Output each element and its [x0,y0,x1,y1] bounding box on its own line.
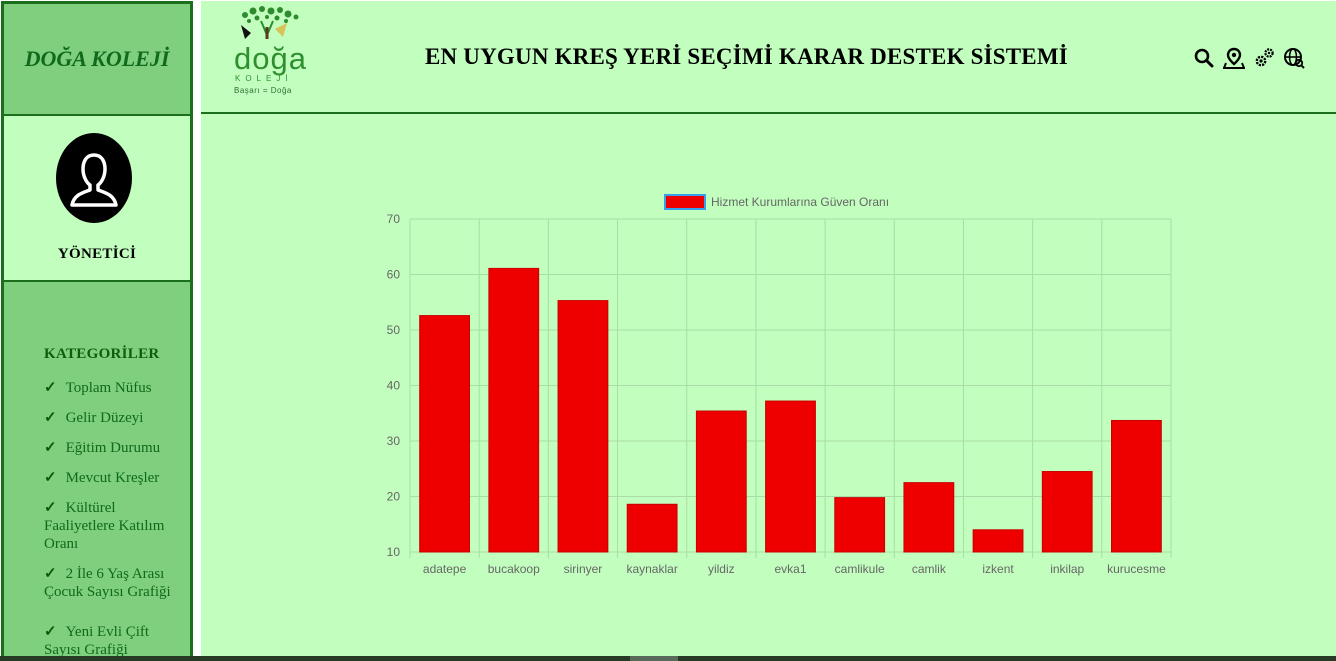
logo-tagline: Başarı = Doğa [234,86,292,95]
header-toolbar [1193,47,1305,69]
sidebar: DOĞA KOLEJİ YÖNETİCİ KATEGORİLER ✓ Toplam… [1,1,193,661]
user-role: YÖNETİCİ [57,246,137,262]
tree-logo-icon [241,6,299,39]
language-button[interactable] [1283,47,1305,69]
sidebar-brand[interactable]: DOĞA KOLEJİ [4,4,190,116]
check-icon: ✓ [44,470,57,486]
category-label: Mevcut Kreşler [65,470,160,486]
check-icon: ✓ [44,566,57,582]
brand-title[interactable]: DOĞA KOLEJİ [24,46,170,71]
header: doğa KOLEJİ Başarı = Doğa EN UYGUN KREŞ … [201,1,1336,114]
settings-button[interactable] [1253,47,1275,69]
category-label: Eğitim Durumu [65,440,161,456]
check-icon: ✓ [44,380,57,396]
category-item-kulturel-faaliyetler[interactable]: ✓ Kültürel Faaliyetlere Katılım Oranı [44,499,184,553]
category-label: Toplam Nüfus [65,380,152,396]
category-item-yeni-evli-cift[interactable]: ✓ Yeni Evli Çift Sayısı Grafiği [44,623,184,658]
page-title: EN UYGUN KREŞ YERİ SEÇİMİ KARAR DESTEK S… [425,44,1068,69]
search-icon [1194,48,1214,68]
location-button[interactable] [1223,47,1245,69]
category-list: KATEGORİLER ✓ Toplam Nüfus ✓ Gelir Düzeyi … [4,282,190,658]
scrollbar-thumb[interactable] [630,656,678,661]
globe-icon [1284,48,1305,69]
category-label: Gelir Düzeyi [65,410,144,426]
category-item-gelir-duzeyi[interactable]: ✓ Gelir Düzeyi [44,409,184,427]
logo-name: doğa [234,41,307,76]
category-label: Yeni Evli Çift Sayısı Grafiği [44,624,150,658]
category-item-toplam-nufus[interactable]: ✓ Toplam Nüfus [44,379,184,397]
location-icon [1223,47,1245,69]
settings-icon [1255,48,1274,67]
user-avatar-icon [56,133,132,223]
user-profile: YÖNETİCİ [4,116,190,282]
category-label: 2 İle 6 Yaş Arası Çocuk Sayısı Grafiği [44,566,171,600]
main-content: doğa KOLEJİ Başarı = Doğa EN UYGUN KREŞ … [201,1,1336,656]
logo-sub: KOLEJİ [235,74,293,83]
categories-heading: KATEGORİLER [44,346,160,362]
category-item-egitim-durumu[interactable]: ✓ Eğitim Durumu [44,439,184,457]
category-item-mevcut-kresler[interactable]: ✓ Mevcut Kreşler [44,469,184,487]
check-icon: ✓ [44,500,57,516]
search-button[interactable] [1193,47,1215,69]
category-label: Kültürel Faaliyetlere Katılım Oranı [44,500,165,552]
check-icon: ✓ [44,410,57,426]
check-icon: ✓ [44,440,57,456]
category-item-cocuk-sayisi[interactable]: ✓ 2 İle 6 Yaş Arası Çocuk Sayısı Grafiği [44,565,184,601]
check-icon: ✓ [44,624,57,640]
